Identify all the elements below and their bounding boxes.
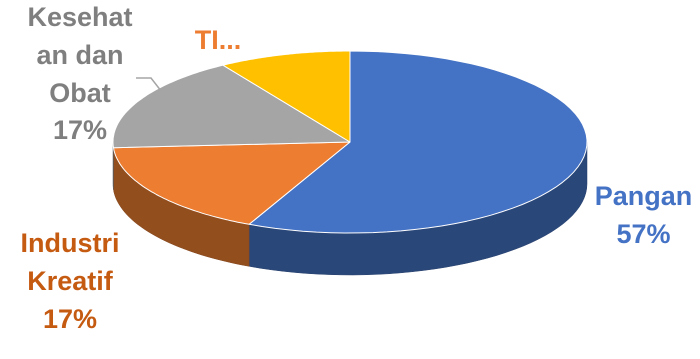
label-pangan-percent: 57% xyxy=(616,218,671,249)
label-industri-kreatif-percent: 17% xyxy=(42,303,98,334)
label-industri-kreatif-line2: Kreatif xyxy=(27,265,113,296)
label-kesehatan-obat-line1: Kesehat xyxy=(27,2,133,32)
label-ti-name: TI... xyxy=(194,25,242,55)
leader-line-kesehatan-obat xyxy=(136,77,166,97)
pie-top-faces xyxy=(112,50,588,234)
label-kesehatan-obat-line2: an dan xyxy=(36,39,124,70)
pie-slice-ti xyxy=(222,50,351,143)
label-ti: TI... xyxy=(178,22,258,60)
label-industri-kreatif-line1: Industri xyxy=(20,228,120,258)
label-pangan: Pangan 57% xyxy=(587,178,700,254)
label-kesehatan-obat-line3: Obat xyxy=(49,77,111,108)
label-kesehatan-obat: Kesehat an dan Obat 17% xyxy=(10,0,150,150)
label-industri-kreatif: Industri Kreatif 17% xyxy=(0,225,140,338)
pie-slice-industri-kreatif xyxy=(113,141,351,225)
label-pangan-name: Pangan xyxy=(594,181,693,211)
pie-slice-kesehatan-dan-obat xyxy=(112,64,351,149)
label-kesehatan-obat-percent: 17% xyxy=(52,115,108,146)
pie-slice-pangan xyxy=(248,50,588,234)
